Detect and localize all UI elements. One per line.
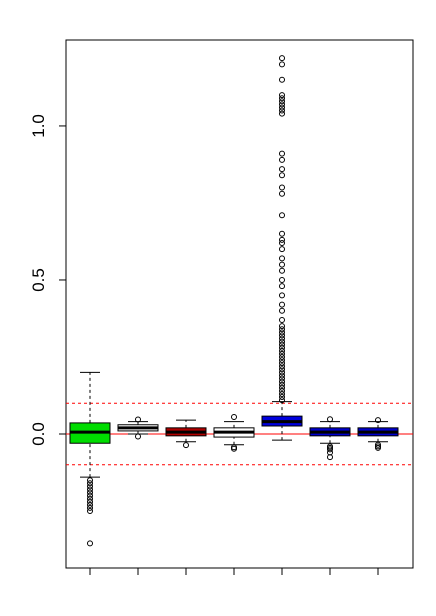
outlier — [279, 95, 285, 102]
outlier — [87, 486, 93, 493]
outlier — [135, 433, 141, 440]
outlier — [279, 292, 285, 299]
outlier — [279, 369, 285, 376]
outlier — [279, 307, 285, 314]
outlier — [327, 454, 333, 461]
outlier — [279, 375, 285, 382]
outlier — [279, 338, 285, 345]
outlier — [279, 267, 285, 274]
outlier — [327, 416, 333, 423]
outlier — [87, 492, 93, 499]
outlier — [279, 323, 285, 330]
outlier — [279, 390, 285, 397]
outlier — [87, 489, 93, 496]
outlier — [279, 55, 285, 62]
outlier — [279, 363, 285, 370]
outlier — [279, 156, 285, 163]
outlier — [279, 276, 285, 283]
outlier — [279, 61, 285, 68]
y-tick-label: 0.5 — [29, 268, 48, 292]
outlier — [279, 381, 285, 388]
outlier — [279, 353, 285, 360]
outlier — [279, 212, 285, 219]
outlier — [87, 477, 93, 484]
outlier — [375, 417, 381, 424]
outlier — [279, 283, 285, 290]
outlier — [279, 261, 285, 268]
outlier — [279, 190, 285, 197]
outlier — [279, 350, 285, 357]
y-tick-label: 0.0 — [29, 422, 48, 446]
outlier — [279, 326, 285, 333]
outlier — [87, 504, 93, 511]
outlier — [279, 230, 285, 237]
outlier — [279, 332, 285, 339]
outlier — [279, 378, 285, 385]
outlier — [279, 357, 285, 364]
outlier — [135, 416, 141, 423]
outlier — [87, 501, 93, 508]
outlier — [279, 347, 285, 354]
outlier — [279, 317, 285, 324]
outlier — [87, 483, 93, 490]
outlier — [279, 98, 285, 105]
outlier — [279, 341, 285, 348]
outlier — [279, 110, 285, 117]
outlier — [279, 255, 285, 262]
outlier — [231, 445, 237, 452]
outlier — [279, 184, 285, 191]
outlier — [279, 236, 285, 243]
outlier — [279, 335, 285, 342]
outlier — [279, 394, 285, 401]
outlier — [279, 104, 285, 111]
outlier — [279, 387, 285, 394]
outlier — [87, 508, 93, 515]
outlier — [279, 246, 285, 253]
outlier — [279, 372, 285, 379]
outlier — [87, 495, 93, 502]
outlier — [87, 480, 93, 487]
outlier — [87, 540, 93, 547]
outlier — [375, 444, 381, 451]
outlier — [279, 240, 285, 247]
outlier — [279, 301, 285, 308]
outlier — [279, 150, 285, 157]
outlier — [231, 414, 237, 421]
outlier — [279, 92, 285, 99]
outlier — [327, 446, 333, 453]
outlier — [279, 329, 285, 336]
y-tick-label: 1.0 — [29, 114, 48, 138]
outlier — [279, 384, 285, 391]
outlier — [87, 498, 93, 505]
outlier — [279, 344, 285, 351]
outlier — [279, 172, 285, 179]
outlier — [279, 166, 285, 173]
outlier — [279, 397, 285, 404]
outlier — [279, 76, 285, 83]
outlier — [279, 366, 285, 373]
plot-frame — [65, 39, 414, 569]
outlier — [279, 360, 285, 367]
outlier — [279, 107, 285, 114]
outlier — [279, 101, 285, 108]
outlier — [183, 442, 189, 449]
